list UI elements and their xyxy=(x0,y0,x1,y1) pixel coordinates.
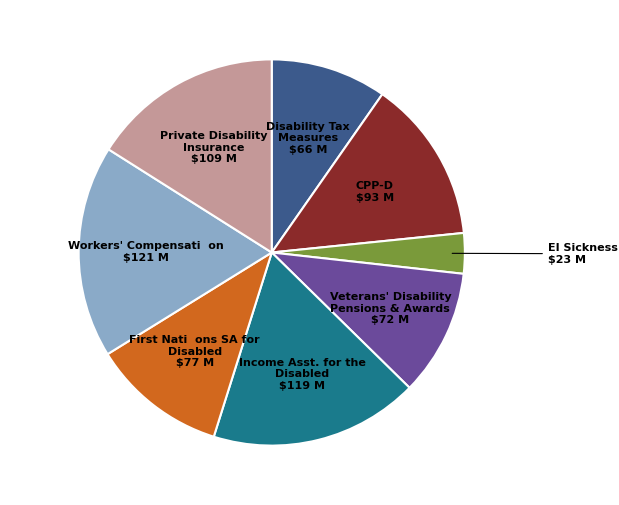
Text: Workers' Compensati  on
$121 M: Workers' Compensati on $121 M xyxy=(68,241,224,263)
Wedge shape xyxy=(272,233,465,274)
Wedge shape xyxy=(79,149,272,354)
Wedge shape xyxy=(108,252,272,437)
Text: First Nati  ons SA for
Disabled
$77 M: First Nati ons SA for Disabled $77 M xyxy=(129,335,260,368)
Wedge shape xyxy=(272,252,464,388)
Text: CPP-D
$93 M: CPP-D $93 M xyxy=(356,181,394,203)
Wedge shape xyxy=(272,94,464,252)
Wedge shape xyxy=(214,252,410,445)
Wedge shape xyxy=(108,60,272,252)
Text: Disability Tax
Measures
$66 M: Disability Tax Measures $66 M xyxy=(266,122,350,155)
Text: Private Disability
Insurance
$109 M: Private Disability Insurance $109 M xyxy=(160,131,268,164)
Text: Income Asst. for the
Disabled
$119 M: Income Asst. for the Disabled $119 M xyxy=(239,358,366,391)
Text: Veterans' Disability
Pensions & Awards
$72 M: Veterans' Disability Pensions & Awards $… xyxy=(329,292,451,325)
Text: EI Sickness
$23 M: EI Sickness $23 M xyxy=(452,243,618,265)
Wedge shape xyxy=(272,60,383,252)
